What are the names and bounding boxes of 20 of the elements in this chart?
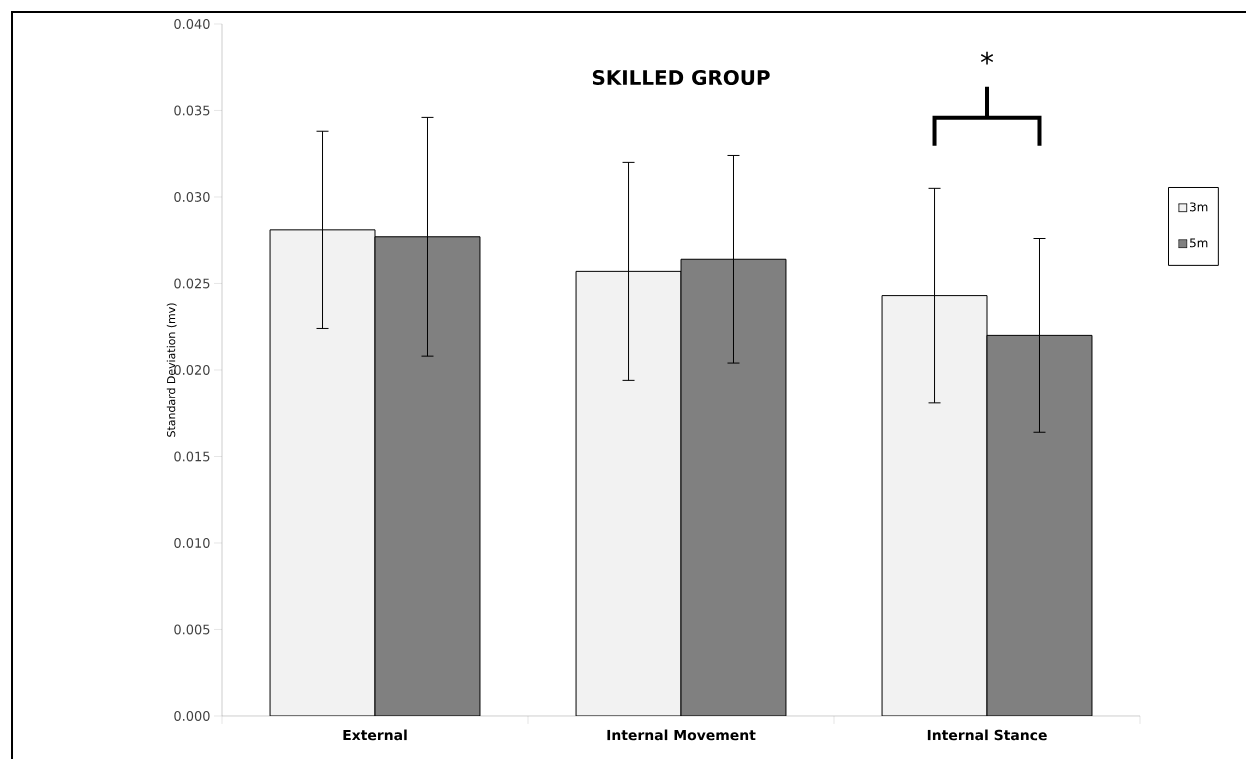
y-tick-label: 0.040 xyxy=(174,19,210,29)
y-tick-label: 0.025 xyxy=(174,278,210,289)
x-tick-label: External xyxy=(343,729,407,741)
bar xyxy=(575,270,682,716)
y-tick-label: 0.000 xyxy=(174,711,210,721)
bar xyxy=(881,295,988,716)
y-tick-label: 0.030 xyxy=(174,192,210,202)
y-tick-label: 0.005 xyxy=(174,624,210,635)
y-tick-label: 0.020 xyxy=(174,365,210,375)
x-tick-label: Internal Stance xyxy=(927,729,1047,741)
y-tick-label: 0.035 xyxy=(174,105,210,116)
x-tick-label: Internal Movement xyxy=(607,729,756,741)
text: SKILLED GROUP xyxy=(592,69,770,86)
y-tick-label: 0.010 xyxy=(174,538,210,548)
legend-label: 5m xyxy=(1190,238,1208,248)
legend-label: 3m xyxy=(1190,202,1208,212)
bar xyxy=(269,229,376,716)
y-tick-label: 0.015 xyxy=(174,451,210,462)
y-axis-title: Standard Deviation (mv) xyxy=(166,303,177,437)
annotation: * xyxy=(980,51,994,65)
